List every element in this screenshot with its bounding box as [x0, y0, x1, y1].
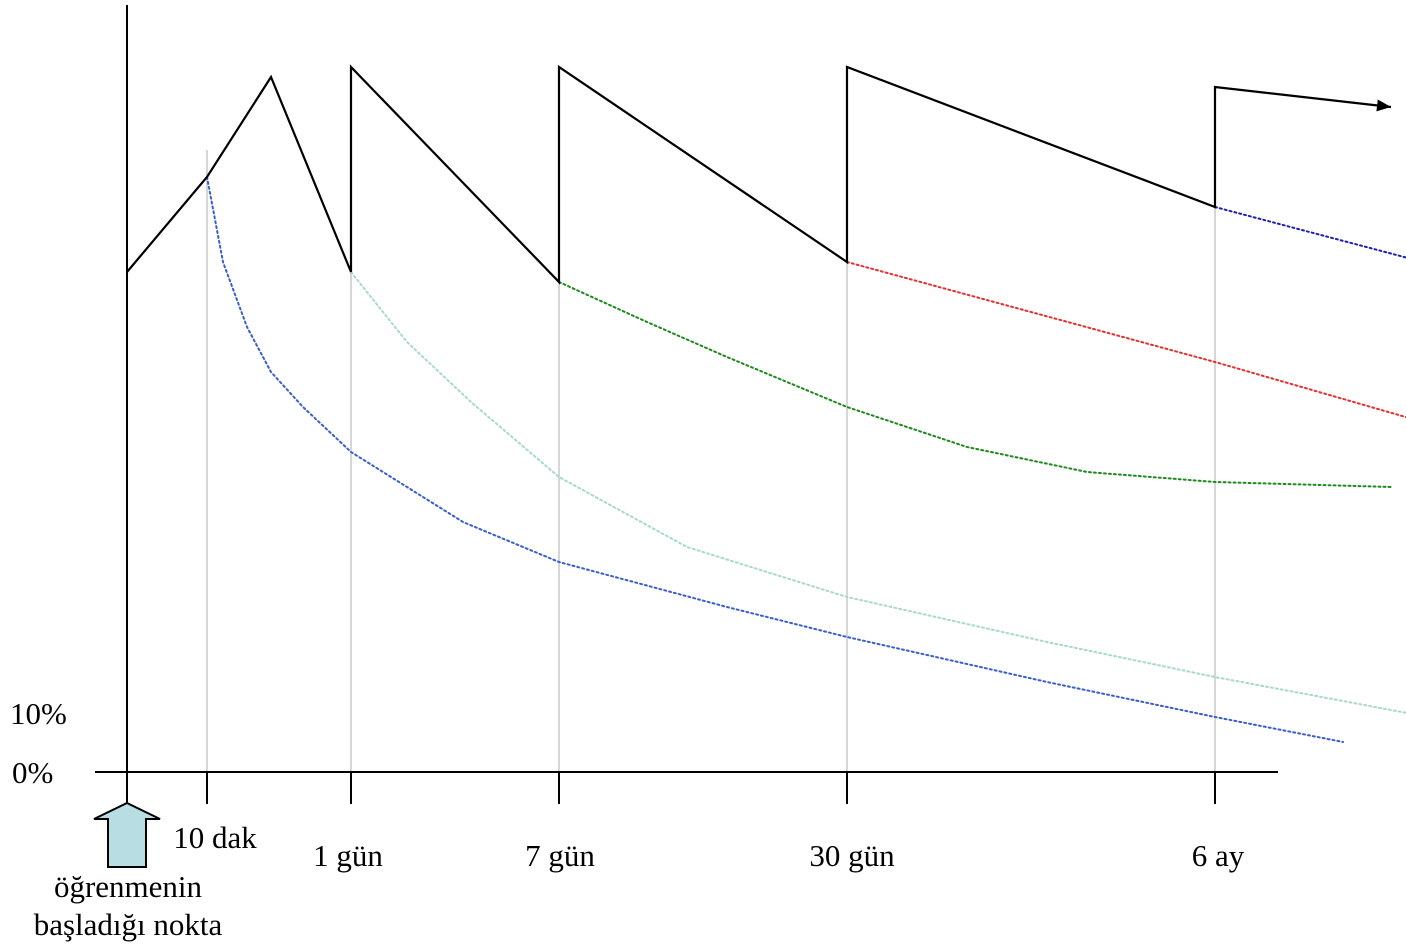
retention-line — [126, 64, 1392, 285]
x-tick-label-10dak: 10 dak — [173, 820, 257, 855]
axes — [95, 5, 1278, 828]
start-label-line2: başladığı nokta — [34, 907, 223, 942]
forgetting-curve-4 — [846, 261, 1406, 419]
forgetting-curve-1 — [206, 176, 1344, 743]
arrowhead-icon — [1376, 99, 1391, 112]
y-tick-label-10: 10% — [10, 696, 67, 731]
x-tick-label-30gun: 30 gün — [809, 838, 895, 873]
x-tick-label-6ay: 6 ay — [1192, 838, 1245, 873]
x-axis-ticks — [206, 772, 1216, 804]
x-tick-label-1gun: 1 gün — [313, 838, 383, 873]
forgetting-curve-3 — [558, 281, 1392, 488]
forgetting-curves — [206, 176, 1406, 743]
grid-lines — [206, 150, 1216, 772]
start-label-line1: öğrenmenin — [54, 869, 203, 904]
x-tick-label-7gun: 7 gün — [525, 838, 595, 873]
y-tick-label-0: 0% — [12, 755, 53, 790]
forgetting-curve-5 — [1214, 206, 1406, 259]
retention-path — [126, 64, 1392, 285]
forgetting-curve-2 — [350, 271, 1406, 714]
start-arrow-icon — [93, 801, 161, 868]
